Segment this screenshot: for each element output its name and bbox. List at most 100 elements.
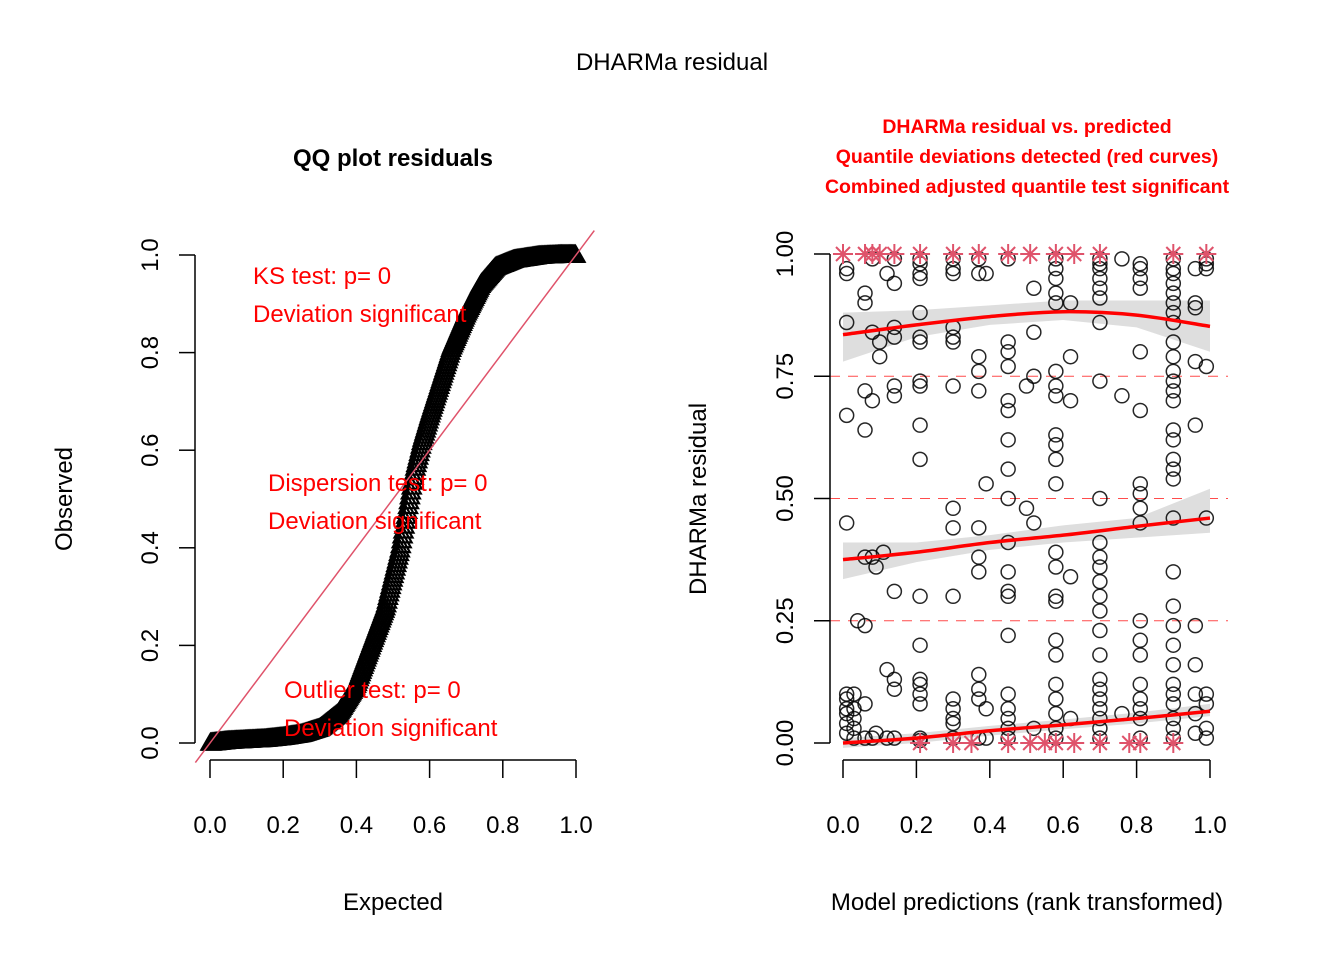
rv-point [1092, 588, 1108, 605]
rv-point [1092, 490, 1108, 507]
rv-point [912, 373, 928, 389]
rv-point [1165, 451, 1182, 468]
rv-point [1000, 334, 1016, 350]
rv-point [1132, 402, 1149, 419]
qq-x-axis: 0.0 0.2 0.4 0.6 0.8 1.0 [193, 759, 593, 839]
rv-point [971, 666, 987, 683]
rv-point [1000, 627, 1016, 644]
rv-point [857, 295, 873, 311]
qq-y-tick-label: 0.8 [137, 336, 164, 369]
rv-quantile-curves [842, 309, 1211, 745]
rv-point [1000, 392, 1016, 409]
rv-point [971, 681, 987, 697]
rv-point [1187, 295, 1204, 311]
rv-point [1048, 647, 1064, 663]
rv-point [1165, 657, 1182, 673]
ks-test-label: KS test: p= 0 [253, 263, 391, 290]
qq-point [394, 509, 417, 529]
rv-y-tick-label: 1.00 [772, 231, 799, 278]
rv-point [1132, 647, 1149, 663]
qq-point [399, 480, 422, 500]
rv-point [857, 617, 873, 634]
rv-point [846, 710, 862, 727]
qq-y-tick-label: 0.2 [137, 629, 164, 662]
rv-y-tick-label: 0.25 [772, 597, 799, 644]
rv-point [1114, 388, 1130, 404]
rv-point [1198, 686, 1215, 702]
rv-point [1026, 515, 1042, 531]
rv-outlier-star [1163, 244, 1184, 264]
rv-point [1048, 476, 1064, 492]
rv-point [945, 265, 961, 282]
rv-point [1187, 617, 1204, 634]
rv-outlier-star [968, 244, 989, 264]
rv-point [912, 451, 928, 468]
rv-point [1165, 637, 1182, 653]
qq-point [400, 475, 423, 495]
rv-outlier-star [961, 733, 982, 753]
rv-point [945, 588, 961, 605]
rv-confidence-band [843, 488, 1210, 580]
rv-point [912, 588, 928, 605]
qq-plot-title: QQ plot residuals [293, 145, 493, 172]
rv-point [1000, 461, 1016, 477]
rv-point [871, 348, 888, 365]
qq-point [396, 499, 419, 520]
rv-point [971, 383, 987, 399]
qq-point [391, 524, 414, 544]
rv-point [1092, 314, 1108, 331]
rv-point [1092, 647, 1108, 663]
rv-point [1000, 701, 1016, 717]
rv-outlier-star [1045, 244, 1066, 264]
rv-point [1092, 280, 1108, 296]
rv-point [971, 348, 987, 365]
rv-point [912, 676, 928, 693]
rv-outlier-star [1089, 733, 1110, 753]
rv-outlier-star [1163, 733, 1184, 753]
rv-point [1062, 295, 1079, 311]
qq-x-tick-label: 0.4 [340, 812, 373, 839]
ks-test-result: Deviation significant [253, 301, 467, 328]
rv-point [1018, 500, 1035, 517]
rv-outlier-star [1020, 244, 1041, 264]
rv-point [838, 515, 855, 531]
rv-point [912, 265, 928, 282]
rv-x-tick-label: 0.0 [826, 812, 859, 839]
rv-title-line-1: DHARMa residual vs. predicted [882, 116, 1171, 138]
rv-quantile-curve [842, 516, 1211, 562]
dispersion-test-result: Deviation significant [268, 508, 482, 535]
rv-point [1048, 388, 1064, 404]
rv-point [886, 681, 903, 697]
rv-point [1165, 461, 1182, 477]
qq-point [393, 514, 416, 534]
rv-point [1048, 632, 1064, 649]
rv-point [1092, 290, 1108, 306]
rv-outlier-star [910, 244, 931, 264]
rv-point [1132, 476, 1149, 492]
rv-point [1092, 691, 1108, 707]
rv-point [1187, 686, 1204, 702]
rv-point [1165, 363, 1182, 380]
rv-point [1092, 681, 1108, 697]
rv-point [1165, 275, 1182, 292]
qq-y-axis: 0.0 0.2 0.4 0.6 0.8 1.0 [137, 238, 196, 760]
rv-point [879, 265, 895, 282]
rv-outlier-star [943, 244, 964, 264]
qq-y-tick-label: 0.6 [137, 434, 164, 467]
rv-point [1048, 544, 1064, 561]
rv-point [1165, 392, 1182, 409]
rv-point [1187, 260, 1204, 277]
rv-point [1092, 603, 1108, 619]
rv-point [1092, 270, 1108, 287]
rv-title-line-2: Quantile deviations detected (red curves… [836, 146, 1219, 168]
rv-point [945, 710, 961, 727]
qq-point [564, 243, 587, 263]
rv-point [1048, 588, 1064, 605]
rv-point [886, 378, 903, 394]
rv-point [846, 720, 862, 737]
rv-confidence-band [843, 300, 1210, 362]
qq-y-tick-label: 0.0 [137, 726, 164, 759]
rv-point [1018, 378, 1035, 394]
qq-x-tick-label: 0.8 [486, 812, 519, 839]
rv-point [1165, 373, 1182, 389]
